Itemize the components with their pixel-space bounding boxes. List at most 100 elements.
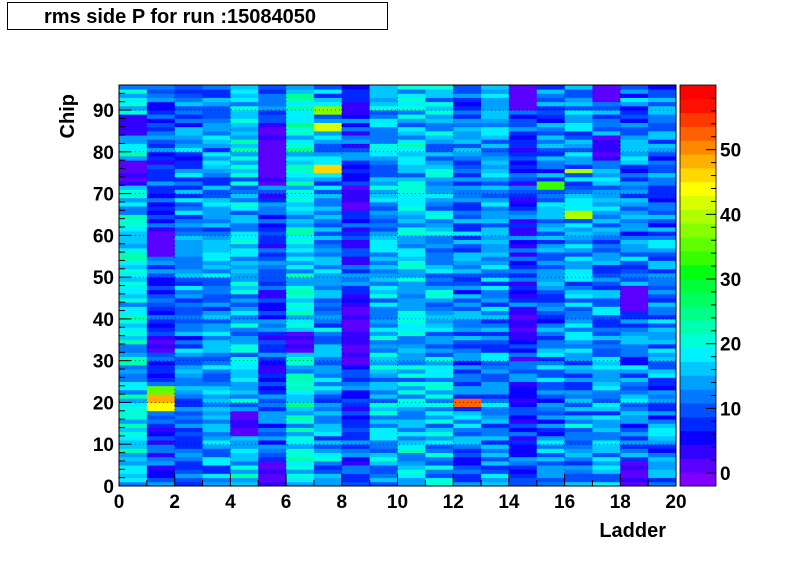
color-bar-segment: [680, 306, 716, 321]
heatmap-cell: [453, 101, 482, 107]
heatmap-cell: [425, 452, 454, 458]
heatmap-cell: [174, 410, 203, 416]
heatmap-cell: [146, 264, 176, 270]
heatmap-cell: [564, 201, 593, 207]
heatmap-cell: [119, 235, 148, 240]
heatmap-cell: [341, 126, 371, 132]
heatmap-cell: [564, 101, 593, 107]
heatmap-cell: [508, 469, 538, 474]
heatmap-cell: [230, 243, 259, 249]
heatmap-cell: [369, 293, 398, 299]
heatmap-cell: [369, 369, 398, 374]
heatmap-cell: [146, 185, 176, 190]
heatmap-cell: [146, 306, 176, 311]
heatmap-cell: [481, 260, 510, 266]
heatmap-cell: [481, 314, 510, 320]
heatmap-cell: [202, 302, 231, 307]
heatmap-cell: [258, 110, 287, 115]
heatmap-cell: [508, 306, 538, 311]
heatmap-cell: [564, 385, 593, 391]
heatmap-cell: [258, 423, 287, 428]
heatmap-cell: [425, 302, 454, 307]
heatmap-cell: [230, 97, 259, 103]
heatmap-cell: [369, 381, 398, 387]
heatmap-cell: [341, 327, 371, 332]
heatmap-cell: [397, 118, 426, 123]
heatmap-cell: [369, 314, 398, 320]
heatmap-cell: [313, 335, 343, 341]
heatmap-cell: [202, 268, 231, 274]
heatmap-cell: [146, 389, 176, 395]
heatmap-cell: [508, 281, 538, 286]
heatmap-cell: [592, 335, 621, 341]
heatmap-cell: [397, 135, 426, 140]
heatmap-cell: [508, 227, 538, 232]
heatmap-cell: [648, 110, 677, 115]
heatmap-cell: [536, 285, 565, 291]
heatmap-cell: [620, 323, 649, 328]
heatmap-cell: [397, 268, 426, 274]
heatmap-cell: [146, 172, 176, 178]
heatmap-cell: [508, 151, 538, 157]
heatmap-cell: [397, 398, 426, 403]
color-bar-segment: [680, 126, 716, 141]
heatmap-cell: [174, 193, 203, 199]
heatmap-cell: [174, 465, 203, 470]
heatmap-cell: [536, 231, 565, 236]
heatmap-cell: [119, 206, 148, 211]
heatmap-cell: [564, 335, 593, 341]
heatmap-cell: [258, 352, 287, 357]
heatmap-cell: [369, 176, 398, 182]
heatmap-cell: [648, 406, 677, 412]
heatmap-cell: [286, 289, 315, 295]
heatmap-cell: [146, 252, 176, 257]
heatmap-cell: [313, 214, 343, 220]
heatmap-cell: [146, 327, 176, 332]
heatmap-cell: [313, 247, 343, 253]
heatmap-cell: [146, 323, 176, 328]
heatmap-cell: [202, 222, 231, 228]
y-tick-label: 30: [93, 352, 114, 373]
heatmap-cell: [174, 364, 203, 370]
heatmap-cell: [508, 260, 538, 266]
heatmap-cell: [341, 469, 371, 474]
heatmap-cell: [230, 469, 259, 474]
heatmap-cell: [648, 410, 677, 416]
heatmap-cell: [536, 369, 565, 374]
heatmap-cell: [481, 239, 510, 245]
heatmap-cell: [341, 331, 371, 337]
heatmap-cell: [119, 423, 148, 428]
heatmap-cell: [592, 481, 621, 487]
heatmap-cell: [202, 331, 231, 337]
heatmap-cell: [369, 343, 398, 349]
heatmap-cell: [620, 306, 649, 311]
heatmap-cell: [146, 423, 176, 428]
heatmap-cell: [648, 460, 677, 466]
heatmap-cell: [564, 89, 593, 94]
heatmap-cell: [146, 256, 176, 261]
heatmap-cell: [648, 105, 677, 111]
heatmap-cell: [258, 235, 287, 240]
heatmap-cell: [481, 477, 510, 483]
heatmap-cell: [202, 130, 231, 136]
color-bar-segment: [680, 444, 716, 459]
heatmap-cell: [592, 189, 621, 195]
heatmap-cell: [620, 285, 649, 291]
heatmap-cell: [119, 156, 148, 161]
heatmap-cell: [648, 385, 677, 391]
heatmap-cell: [536, 122, 565, 128]
heatmap-cell: [453, 465, 482, 470]
heatmap-cell: [119, 298, 148, 303]
heatmap-cell: [481, 352, 510, 357]
heatmap-cell: [397, 356, 426, 362]
heatmap-cell: [286, 456, 315, 462]
heatmap-cell: [592, 114, 621, 119]
heatmap-cell: [536, 310, 565, 316]
heatmap-cell: [564, 135, 593, 140]
heatmap-cell: [508, 452, 538, 458]
heatmap-cell: [481, 247, 510, 253]
color-bar-tick-label: 40: [720, 205, 741, 226]
heatmap-cell: [230, 272, 259, 278]
heatmap-cell: [258, 335, 287, 341]
heatmap-cell: [425, 143, 454, 149]
